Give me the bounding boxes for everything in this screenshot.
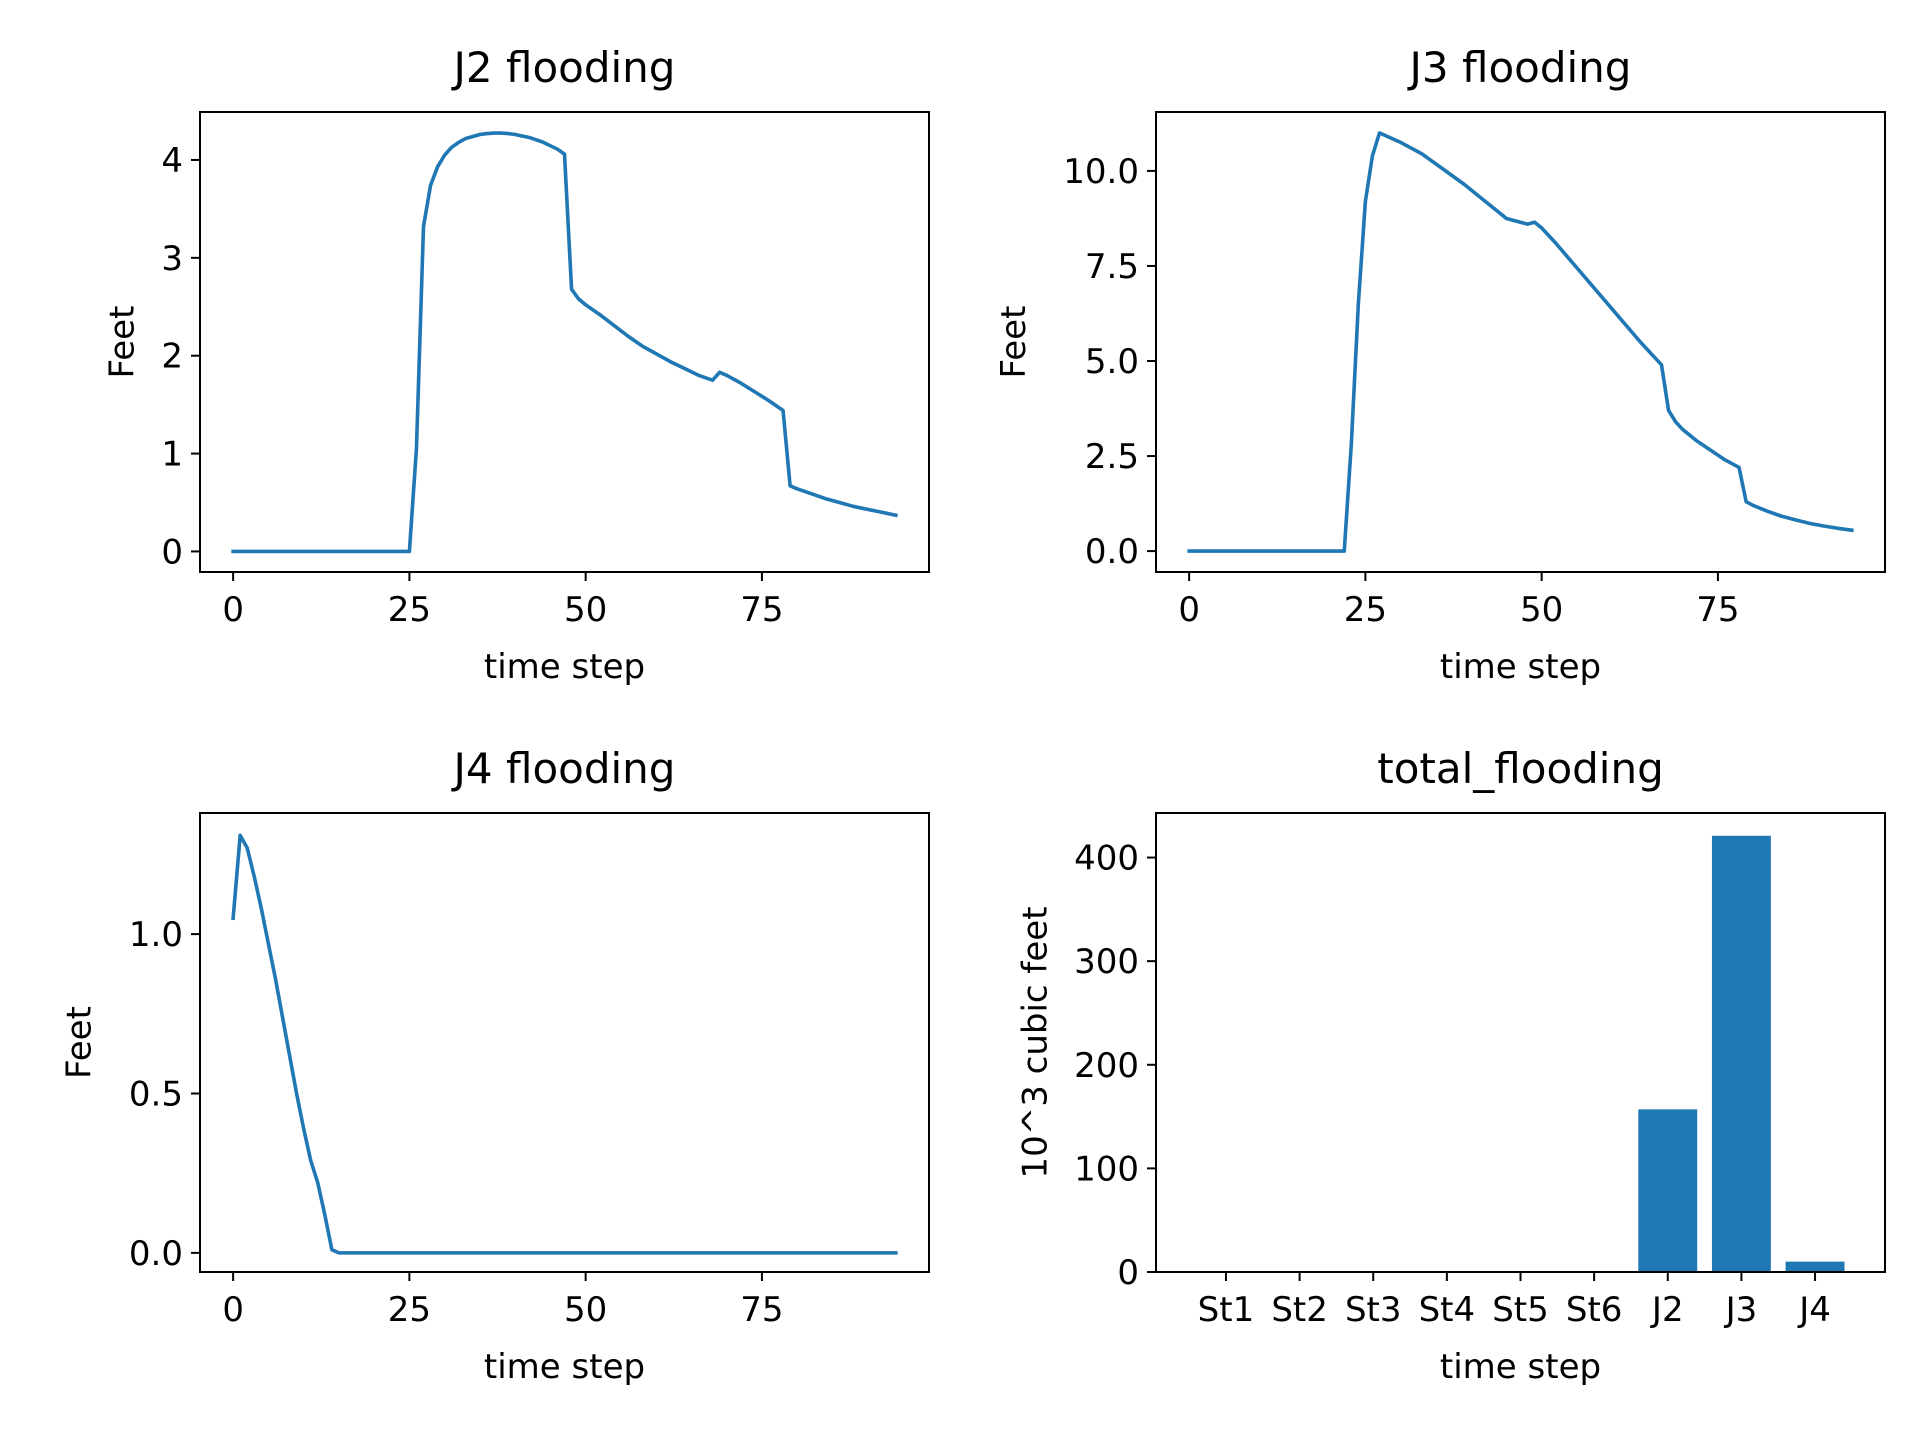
y-tick-label: 0.0 xyxy=(1085,532,1139,572)
x-axis-label: time step xyxy=(1440,647,1601,687)
y-tick-label: 400 xyxy=(1074,839,1139,879)
x-tick-label: St3 xyxy=(1345,1290,1402,1330)
x-tick-label: 75 xyxy=(1696,590,1739,630)
y-tick-label: 2.5 xyxy=(1085,437,1139,477)
x-tick-label: St2 xyxy=(1271,1290,1328,1330)
x-tick-label: J2 xyxy=(1650,1290,1684,1330)
x-tick-label: St6 xyxy=(1566,1290,1623,1330)
x-tick-label: 25 xyxy=(1344,590,1387,630)
y-tick-label: 0 xyxy=(1117,1253,1139,1293)
subplot-4: St1 St2 St3 St4 St5 St6 J2 J3 J4 0 100 200 300 400 tot… xyxy=(1016,744,1886,1387)
y-tick-label: 4 xyxy=(161,141,183,181)
x-axis-label: time step xyxy=(1440,1347,1601,1387)
axes-frame xyxy=(1155,111,1886,573)
x-tick-label: 75 xyxy=(740,1290,783,1330)
chart-title: total_flooding xyxy=(1377,744,1664,793)
series-line xyxy=(231,131,898,554)
y-tick-label: 100 xyxy=(1074,1149,1139,1189)
x-tick-label: J3 xyxy=(1724,1290,1758,1330)
y-axis-label: Feet xyxy=(994,306,1034,379)
y-axis-label: Feet xyxy=(103,306,143,379)
y-axis-label: Feet xyxy=(60,1006,100,1079)
x-tick-label: J4 xyxy=(1797,1290,1831,1330)
x-tick-label: 0 xyxy=(222,590,244,630)
y-tick-label: 0.0 xyxy=(129,1234,183,1274)
y-tick-label: 2 xyxy=(161,337,183,377)
y-tick-label: 1.0 xyxy=(129,915,183,955)
x-tick-label: St1 xyxy=(1198,1290,1255,1330)
x-tick-label: 0 xyxy=(222,1290,244,1330)
x-tick-label: 0 xyxy=(1178,590,1200,630)
bar-j3 xyxy=(1711,835,1771,1272)
y-tick-label: 5.0 xyxy=(1085,342,1139,382)
y-tick-label: 10.0 xyxy=(1063,152,1139,192)
bar-j4 xyxy=(1785,1261,1845,1272)
x-axis-label: time step xyxy=(484,1347,645,1387)
y-tick-label: 200 xyxy=(1074,1046,1139,1086)
y-tick-label: 0 xyxy=(161,532,183,572)
x-tick-label: 25 xyxy=(388,1290,431,1330)
y-tick-label: 7.5 xyxy=(1085,247,1139,287)
x-tick-label: 25 xyxy=(388,590,431,630)
chart-title: J2 flooding xyxy=(451,43,676,92)
x-tick-label: 50 xyxy=(564,590,607,630)
chart-title: J3 flooding xyxy=(1407,43,1632,92)
y-axis-label: 10^3 cubic feet xyxy=(1016,906,1056,1178)
x-tick-label: St5 xyxy=(1492,1290,1549,1330)
series-line xyxy=(1187,131,1854,553)
axes-frame xyxy=(199,812,930,1273)
subplot-2: 0 25 50 75 0.0 2.5 5.0 7.5 10.0 J3 flooding time s… xyxy=(994,43,1886,687)
x-tick-label: 50 xyxy=(1520,590,1563,630)
y-tick-label: 0.5 xyxy=(129,1075,183,1115)
x-tick-label: 75 xyxy=(740,590,783,630)
x-tick-label: St4 xyxy=(1419,1290,1476,1330)
axes-frame xyxy=(199,111,930,573)
y-tick-label: 1 xyxy=(161,435,183,475)
bar-j2 xyxy=(1638,1109,1698,1272)
y-tick-label: 3 xyxy=(161,239,183,279)
subplot-1: 0 25 50 75 0 1 2 3 4 J2 flooding time step Feet xyxy=(103,43,930,687)
series-line xyxy=(231,833,898,1255)
x-axis-label: time step xyxy=(484,647,645,687)
axes-frame xyxy=(1155,812,1886,1273)
subplot-3: 0 25 50 75 0.0 0.5 1.0 J4 flooding time step Feet xyxy=(60,744,930,1387)
x-tick-label: 50 xyxy=(564,1290,607,1330)
chart-title: J4 flooding xyxy=(451,744,676,793)
y-tick-label: 300 xyxy=(1074,942,1139,982)
